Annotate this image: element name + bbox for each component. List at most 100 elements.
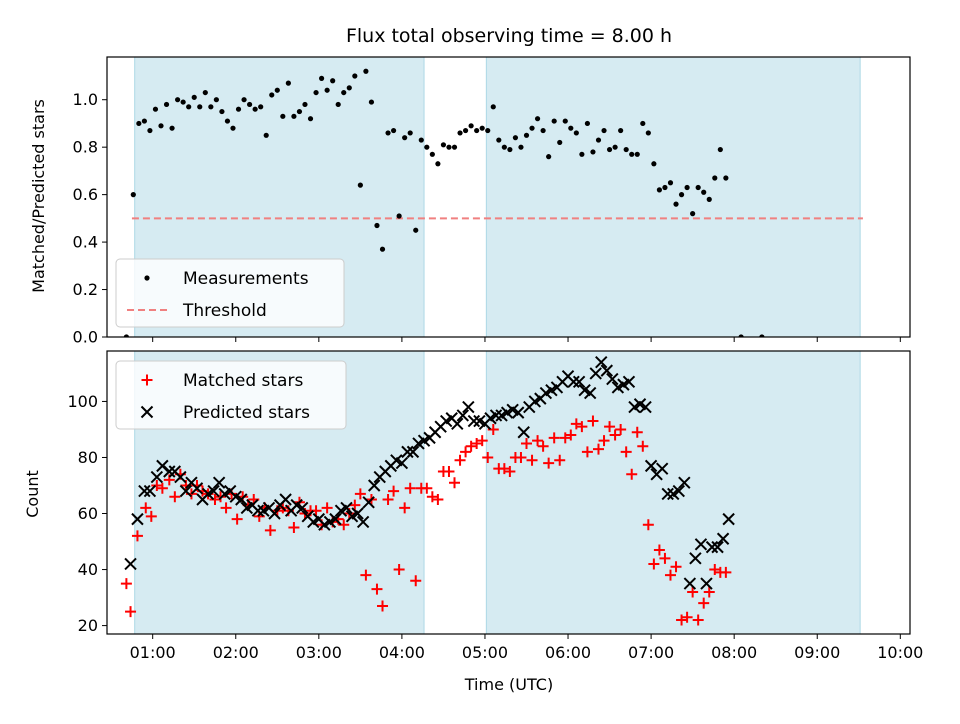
predicted-star-point [150, 470, 164, 484]
predicted-star-point [467, 414, 481, 428]
predicted-star-point [489, 409, 503, 422]
measurement-point [479, 125, 485, 131]
measurement-point [123, 334, 129, 337]
y-tick-label: 20 [78, 616, 98, 635]
measurement-point [618, 127, 624, 134]
legend-marker-measurements [144, 275, 150, 281]
predicted-star-point [589, 367, 602, 380]
measurement-point [701, 189, 707, 195]
y-tick-label: 0.6 [73, 185, 98, 204]
x-tick-label: 03:00 [296, 643, 342, 662]
predicted-star-point [705, 540, 719, 554]
measurement-point [202, 89, 208, 96]
measurement-point [352, 73, 358, 79]
measurement-point [213, 97, 219, 103]
predicted-star-point [131, 512, 144, 526]
measurement-point [341, 89, 347, 96]
measurement-point [640, 120, 646, 127]
measurement-point [523, 132, 530, 138]
measurement-point [374, 222, 380, 229]
predicted-star-point [251, 504, 265, 517]
legend-label: Threshold [182, 301, 267, 321]
matched-star-point [377, 600, 389, 612]
predicted-star-point [655, 462, 669, 475]
matched-star-point [482, 451, 494, 463]
predicted-star-point [462, 400, 475, 414]
measurement-point [651, 161, 657, 167]
x-tick-label: 01:00 [130, 643, 176, 662]
matched-star-point [393, 564, 405, 576]
matched-star-point [659, 552, 671, 564]
matched-star-point [382, 494, 394, 506]
predicted-star-point [296, 501, 309, 515]
measurement-point [230, 125, 236, 131]
measurement-point [501, 144, 507, 150]
matched-star-point [145, 510, 157, 522]
matched-star-point [465, 440, 477, 452]
measurement-point [224, 118, 231, 124]
matched-star-point [264, 524, 276, 536]
matched-star-point [548, 432, 560, 444]
matched-star-point [720, 566, 732, 578]
y-tick-label: 100 [67, 392, 98, 411]
measurement-point [706, 196, 712, 202]
y-tick-label: 0.8 [73, 138, 98, 157]
measurement-point [291, 113, 297, 119]
chart-title: Flux total observing time = 8.00 h [346, 25, 672, 47]
predicted-star-point [683, 577, 697, 590]
predicted-star-point [511, 406, 525, 419]
matched-star-point [526, 454, 538, 466]
matched-star-point [626, 468, 638, 480]
predicted-star-point [163, 465, 176, 478]
measurement-point [285, 80, 291, 86]
predicted-star-point [639, 400, 652, 414]
x-tick-label: 10:00 [877, 643, 923, 662]
measurement-point [318, 75, 325, 81]
measurement-point [712, 175, 718, 181]
matched-star-point [587, 415, 599, 427]
measurement-point [590, 149, 596, 155]
measurement-point [247, 101, 253, 108]
measurement-point [175, 97, 181, 103]
measurement-point [568, 125, 574, 131]
measurement-point [557, 139, 563, 146]
predicted-star-point [174, 470, 187, 484]
predicted-star-point [583, 386, 597, 400]
matched-star-point [349, 499, 361, 511]
predicted-star-point [711, 540, 724, 554]
x-tick-label: 08:00 [711, 643, 757, 662]
matched-star-point [454, 454, 466, 466]
measurement-point [518, 144, 524, 150]
measurement-point [584, 120, 591, 127]
measurement-point [579, 151, 585, 157]
measurement-point [678, 192, 685, 198]
predicted-star-point [600, 364, 614, 377]
predicted-star-point [700, 577, 713, 590]
measurement-point [313, 89, 319, 96]
measurement-point [258, 104, 264, 110]
predicted-star-point [268, 507, 281, 520]
measurement-point [634, 151, 640, 157]
measurement-point [152, 106, 159, 112]
matched-star-point [460, 446, 472, 458]
measurement-point [241, 97, 247, 103]
measurement-point [496, 137, 502, 143]
matched-star-point [637, 440, 649, 452]
predicted-star-point [362, 496, 375, 509]
measurement-point [690, 211, 696, 217]
matched-star-point [532, 435, 544, 447]
measurement-point [629, 151, 635, 157]
measurement-point [529, 125, 535, 131]
predicted-star-point [517, 426, 530, 439]
measurement-point [435, 161, 441, 167]
measurement-point [379, 246, 386, 252]
axes-frame [106, 350, 911, 635]
x-tick-label: 02:00 [213, 643, 259, 662]
matched-star-point [609, 429, 621, 441]
predicted-star-point [595, 356, 608, 369]
measurement-point [474, 127, 480, 134]
matched-star-point [131, 530, 143, 542]
matched-star-point [703, 586, 715, 598]
measurement-point [656, 187, 663, 193]
